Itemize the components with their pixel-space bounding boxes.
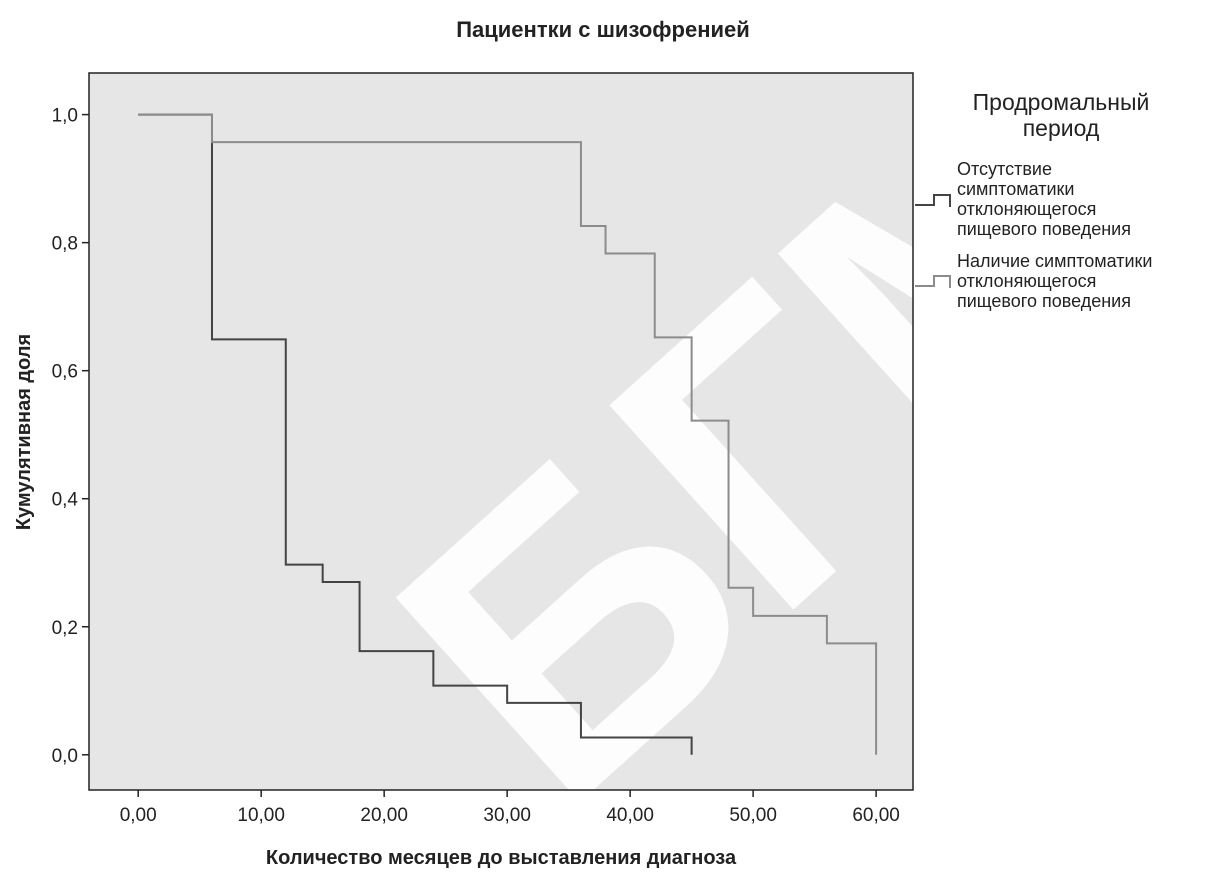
plot-area <box>89 73 913 790</box>
legend-title: Продромальный период <box>973 89 1150 141</box>
x-tick-label: 40,00 <box>606 805 654 826</box>
legend-item-2: Наличие симптоматики отклоняющегося пищево… <box>915 251 1152 311</box>
x-tick-label: 10,00 <box>237 805 285 826</box>
x-axis-label: Количество месяцев до выставления диагно… <box>266 847 737 869</box>
y-axis-label: Кумулятивная доля <box>13 334 35 530</box>
y-tick-label: 0,0 <box>52 746 78 767</box>
y-tick-label: 0,6 <box>52 362 78 383</box>
chart-title: Пациентки с шизофренией <box>456 17 750 42</box>
y-tick-label: 0,4 <box>52 490 79 511</box>
x-tick-label: 60,00 <box>852 805 900 826</box>
y-tick-label: 1,0 <box>52 106 78 127</box>
series-line-2 <box>138 113 878 755</box>
series-line-1 <box>138 113 693 755</box>
x-tick-label: 50,00 <box>729 805 777 826</box>
legend: Продромальный период Отсутствие симптоматик… <box>915 89 1152 311</box>
legend-symbol <box>915 275 951 288</box>
x-tick-label: 0,00 <box>120 805 157 826</box>
y-tick-label: 0,8 <box>52 234 78 255</box>
legend-item-1: Отсутствие симптоматики отклоняющегося пище… <box>915 159 1131 239</box>
x-tick-label: 20,00 <box>360 805 408 826</box>
legend-label: Отсутствие симптоматики отклоняющегося пище… <box>957 159 1131 239</box>
y-axis-ticks: 0,0 0,2 0,4 0,6 0,8 1,0 <box>52 106 89 767</box>
x-tick-label: 30,00 <box>483 805 531 826</box>
legend-symbol <box>915 194 951 207</box>
plot-frame <box>88 72 914 791</box>
x-axis-ticks: 0,00 10,00 20,00 30,00 40,00 50,00 60,00 <box>120 790 900 826</box>
y-tick-label: 0,2 <box>52 618 78 639</box>
legend-label: Наличие симптоматики отклоняющегося пищево… <box>957 251 1152 311</box>
series-layer <box>138 113 878 755</box>
